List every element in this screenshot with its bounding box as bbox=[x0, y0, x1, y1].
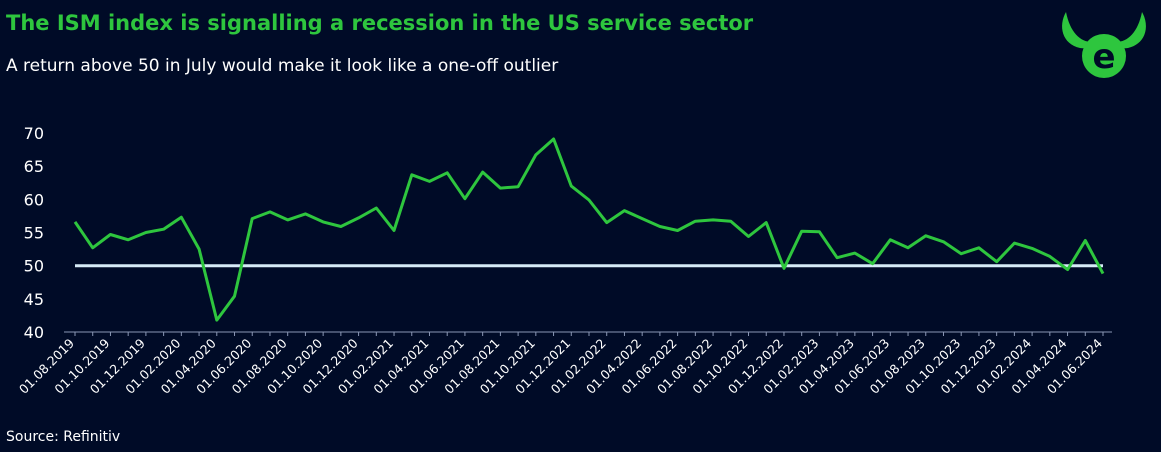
y-tick-label: 65 bbox=[24, 157, 44, 176]
svg-text:e: e bbox=[1092, 37, 1115, 77]
ism-series-line bbox=[73, 137, 1105, 322]
y-axis-ticks: 40 45 50 55 60 65 70 bbox=[24, 124, 44, 342]
source-note: Source: Refinitiv bbox=[6, 429, 121, 445]
bull-horns-e-logo-icon: e bbox=[1062, 12, 1146, 78]
chart-title: The ISM index is signalling a recession … bbox=[6, 11, 754, 35]
x-axis-ticks: 01.08.201901.10.201901.12.201901.02.2020… bbox=[16, 332, 1105, 397]
y-tick-label: 40 bbox=[24, 323, 44, 342]
y-tick-label: 55 bbox=[24, 224, 44, 243]
y-tick-label: 50 bbox=[24, 257, 44, 276]
y-tick-label: 60 bbox=[24, 190, 44, 209]
y-tick-label: 70 bbox=[24, 124, 44, 143]
chart-subtitle: A return above 50 in July would make it … bbox=[6, 56, 559, 76]
y-tick-label: 45 bbox=[24, 290, 44, 309]
series-lines bbox=[73, 137, 1105, 322]
